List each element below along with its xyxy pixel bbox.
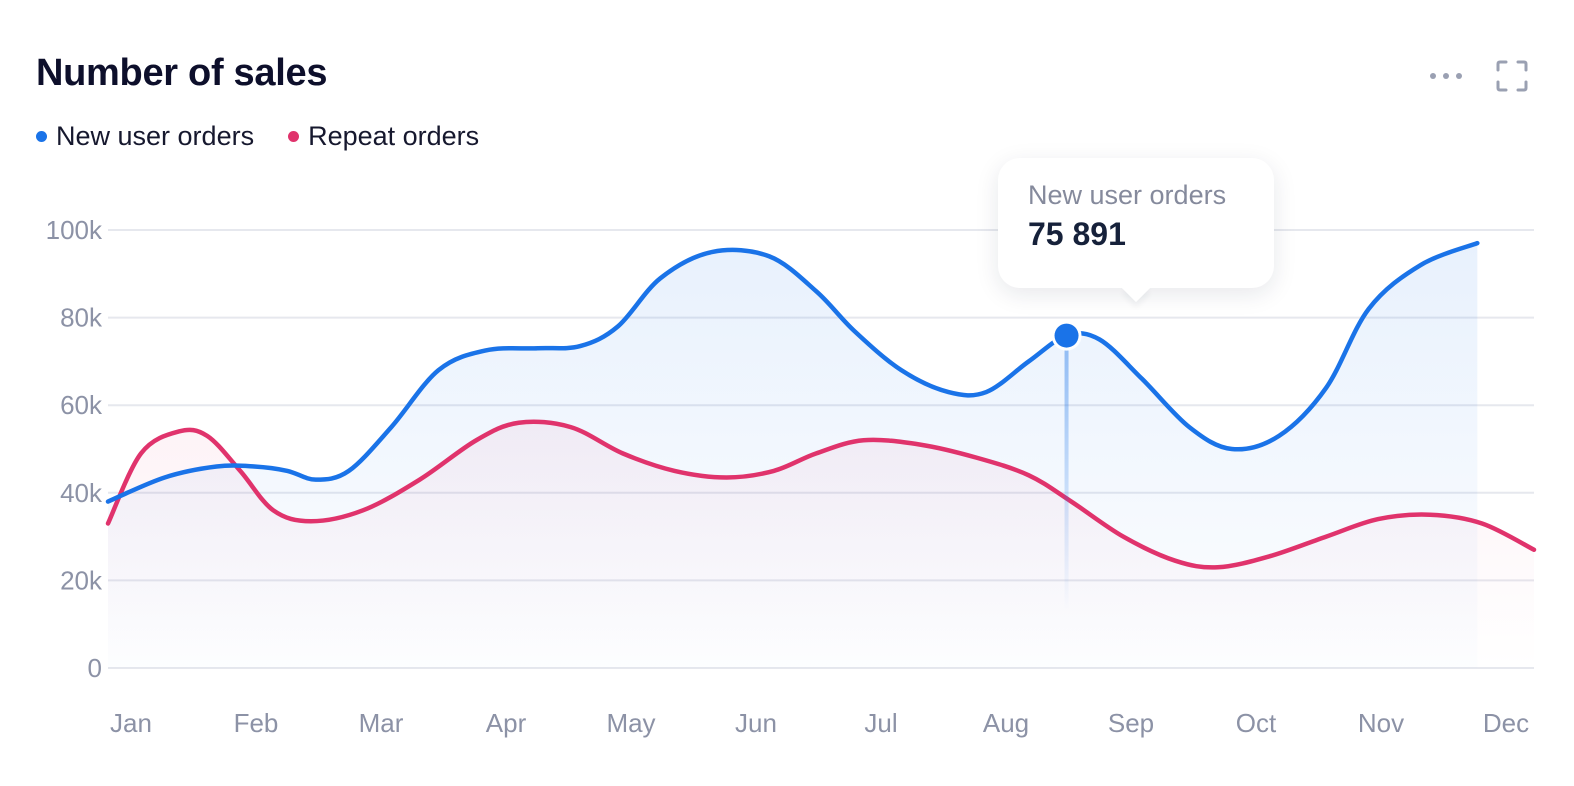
more-options-button[interactable] bbox=[1428, 58, 1464, 94]
y-tick-label: 0 bbox=[88, 653, 102, 683]
series-area-repeat-orders bbox=[108, 421, 1534, 668]
x-tick-label: Dec bbox=[1483, 708, 1529, 738]
chart-title: Number of sales bbox=[36, 52, 328, 94]
x-tick-label: Jul bbox=[864, 708, 897, 738]
x-tick-label: Sep bbox=[1108, 708, 1154, 738]
marker-layer bbox=[1051, 320, 1082, 610]
y-tick-label: 100k bbox=[46, 215, 103, 245]
tooltip-value: 75 891 bbox=[1028, 216, 1126, 252]
legend-dot-repeat-orders bbox=[288, 131, 300, 142]
fullscreen-button[interactable] bbox=[1494, 58, 1530, 94]
x-tick-label: May bbox=[606, 708, 655, 738]
series-line-repeat-orders[interactable] bbox=[105, 419, 1537, 570]
x-tick-label: Jun bbox=[735, 708, 777, 738]
x-tick-label: Mar bbox=[359, 708, 404, 738]
y-tick-label: 20k bbox=[60, 565, 103, 595]
legend-label-new-user-orders: New user orders bbox=[56, 121, 255, 151]
y-tick-label: 80k bbox=[60, 303, 103, 333]
fullscreen-icon bbox=[1496, 60, 1528, 92]
card-actions bbox=[1428, 58, 1530, 94]
axis-layer: 0 20k 40k 60k 80k 100k Jan Feb Mar Apr May Jun Jul Au… bbox=[46, 215, 1530, 738]
series-line-new-user-orders[interactable] bbox=[105, 240, 1480, 504]
value-tooltip: New user orders 75 891 bbox=[998, 158, 1274, 288]
chart-legend: New user orders Repeat orders bbox=[36, 121, 479, 152]
x-tick-label: Apr bbox=[486, 708, 527, 738]
highlight-guide-line bbox=[1064, 335, 1069, 610]
x-tick-label: Oct bbox=[1236, 708, 1277, 738]
x-tick-label: Aug bbox=[983, 708, 1029, 738]
more-horizontal-icon bbox=[1430, 73, 1462, 79]
y-tick-label: 40k bbox=[60, 478, 103, 508]
y-tick-label: 60k bbox=[60, 390, 103, 420]
legend-item-new-user-orders[interactable]: New user orders bbox=[36, 121, 254, 152]
area-layer bbox=[108, 243, 1534, 668]
legend-label-repeat-orders: Repeat orders bbox=[308, 121, 480, 151]
legend-dot-new-user-orders bbox=[36, 131, 47, 142]
highlight-point[interactable] bbox=[1054, 323, 1079, 348]
line-layer bbox=[105, 240, 1537, 570]
x-tick-label: Nov bbox=[1358, 708, 1404, 738]
x-tick-label: Jan bbox=[110, 708, 152, 738]
legend-item-repeat-orders[interactable]: Repeat orders bbox=[288, 121, 479, 152]
x-tick-label: Feb bbox=[234, 708, 279, 738]
tooltip-series-label: New user orders bbox=[1028, 180, 1227, 210]
